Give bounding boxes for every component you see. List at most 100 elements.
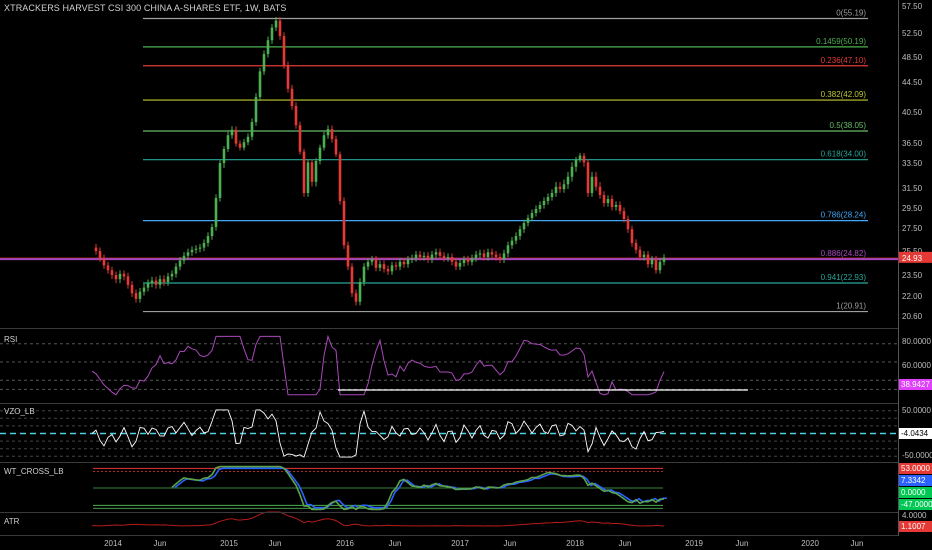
candle-body (350, 266, 354, 294)
candle-body (166, 276, 170, 282)
wt-value-label: -47.0000 (901, 500, 932, 509)
time-tick-label: 2014 (104, 539, 122, 548)
candle-body (202, 242, 206, 248)
candle-body (302, 151, 306, 193)
candle-body (354, 293, 358, 302)
candle-body (110, 270, 114, 275)
candle-body (414, 254, 418, 259)
time-tick-label: 2016 (336, 539, 354, 548)
candle-body (374, 259, 378, 268)
candle-body (342, 201, 346, 246)
price-tick-label: 36.50 (902, 139, 923, 148)
candle-body (134, 293, 138, 299)
price-tick-label: 20.60 (902, 312, 923, 321)
fib-level-label: 0.382(42.09) (821, 90, 867, 99)
time-tick-label: Jun (851, 539, 864, 548)
atr-pane[interactable]: ATR (4, 511, 665, 527)
candle-body (378, 264, 382, 268)
candle-body (278, 20, 282, 36)
candle-body (194, 248, 198, 250)
candle-body (622, 211, 626, 219)
candle-body (306, 162, 310, 193)
candle-body (126, 276, 130, 285)
candle-body (630, 229, 634, 243)
candle-body (290, 88, 294, 106)
candle-body (594, 176, 598, 187)
candle-body (98, 251, 102, 259)
candle-body (462, 259, 466, 263)
candle-body (510, 240, 514, 246)
vzo-pane-label: VZO_LB (4, 407, 35, 416)
candle-body (654, 259, 658, 271)
candle-body (298, 125, 302, 152)
candle-body (274, 20, 278, 28)
candle-body (478, 253, 482, 255)
candle-body (102, 258, 106, 266)
candle-body (530, 213, 534, 218)
candle-body (646, 254, 650, 265)
candle-body (198, 247, 202, 249)
candle-body (526, 218, 530, 223)
candle-body (326, 129, 330, 136)
candle-body (346, 245, 350, 267)
candle-body (386, 269, 390, 272)
candle-body (546, 197, 550, 201)
vzo-pane[interactable]: VZO_LB (0, 407, 898, 458)
rsi-pane[interactable]: RSI (0, 334, 898, 396)
time-tick-label: Jun (619, 539, 632, 548)
last-price-tag (899, 251, 932, 263)
candle-body (430, 254, 434, 260)
wt-value-label: 53.0000 (901, 464, 930, 473)
candle-body (262, 54, 266, 72)
candle-body (450, 257, 454, 262)
candle-body (618, 205, 622, 211)
fib-level-label: 0.618(34.00) (821, 150, 867, 159)
atr-line (91, 511, 665, 527)
candle-body (606, 199, 610, 203)
candle-body (250, 122, 254, 137)
wt-main-line (171, 465, 665, 511)
candle-body (570, 166, 574, 177)
wt-cross-pane[interactable]: WT_CROSS_LB (4, 465, 668, 511)
rsi-pane-label: RSI (4, 335, 17, 344)
time-tick-label: Jun (154, 539, 167, 548)
price-tick-label: 52.50 (902, 29, 923, 38)
candle-body (638, 249, 642, 257)
wt-value-tag (899, 499, 932, 510)
candle-body (394, 265, 398, 267)
candle-body (614, 205, 618, 207)
candle-body (426, 255, 430, 260)
candle-body (210, 227, 214, 237)
candle-body (458, 263, 462, 267)
candle-body (610, 199, 614, 207)
candle-body (94, 247, 98, 251)
vzo-value-label: -4.0434 (901, 429, 929, 438)
rsi-tick-label: 60.0000 (902, 361, 931, 370)
candle-body (534, 209, 538, 213)
vzo-tick-label: 50.0000 (902, 406, 931, 415)
fib-level-label: 0.5(38.05) (830, 121, 867, 130)
candle-body (566, 176, 570, 185)
candle-body (314, 161, 318, 182)
candle-body (246, 136, 250, 143)
vzo-line (91, 409, 665, 458)
candle-body (438, 252, 442, 256)
candle-body (474, 254, 478, 259)
candle-body (402, 261, 406, 265)
fib-level-label: 1(20.91) (836, 302, 866, 311)
candle-body (658, 261, 662, 271)
candle-body (282, 36, 286, 66)
candle-body (174, 266, 178, 274)
candle-body (146, 283, 150, 288)
candle-body (138, 291, 142, 299)
candle-body (422, 255, 426, 257)
candle-body (330, 129, 334, 140)
wt-value-label: 7.3342 (901, 476, 926, 485)
candle-body (234, 129, 238, 144)
candlesticks (94, 17, 666, 306)
candle-body (446, 257, 450, 259)
time-tick-label: 2018 (566, 539, 584, 548)
price-tick-label: 31.50 (902, 184, 923, 193)
